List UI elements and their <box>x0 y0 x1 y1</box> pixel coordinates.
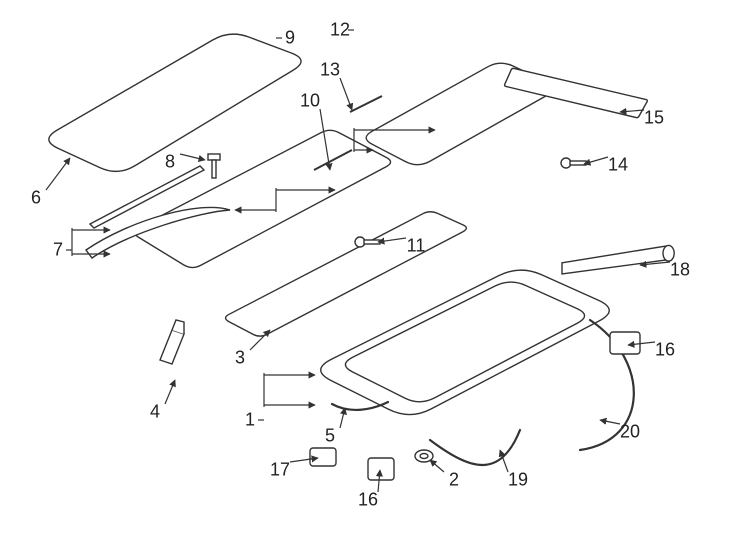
screw-8 <box>208 154 220 160</box>
callout-16b: 16 <box>358 490 378 511</box>
callout-12: 12 <box>330 20 350 41</box>
diagram-svg <box>0 0 734 540</box>
sunshade-18 <box>562 246 667 274</box>
callout-17: 17 <box>270 460 290 481</box>
callout-5: 5 <box>325 426 335 447</box>
parts-layer <box>49 34 674 480</box>
sealant-tube-4 <box>160 330 184 364</box>
callout-6: 6 <box>31 188 41 209</box>
callout-15: 15 <box>644 108 664 129</box>
callout-14: 14 <box>608 155 628 176</box>
callout-3: 3 <box>235 348 245 369</box>
callout-18: 18 <box>670 260 690 281</box>
callout-9: 9 <box>285 28 295 49</box>
motor-16b <box>368 458 394 480</box>
callout-20: 20 <box>620 422 640 443</box>
callout-8: 8 <box>165 152 175 173</box>
rail-strip-13 <box>350 96 382 112</box>
diagram-stage: 123456789101112131415161617181920 <box>0 0 734 540</box>
drain-front-19 <box>430 430 520 465</box>
callout-11: 11 <box>407 236 426 257</box>
callout-16: 16 <box>655 340 675 361</box>
callout-10: 10 <box>300 91 320 112</box>
callout-4: 4 <box>150 402 160 423</box>
callout-2: 2 <box>449 470 459 491</box>
rear-rail-15 <box>505 68 648 117</box>
motor-16a <box>610 332 640 354</box>
module-17 <box>310 448 336 466</box>
callout-1: 1 <box>245 410 255 431</box>
callout-7: 7 <box>53 240 63 261</box>
callout-19: 19 <box>508 470 528 491</box>
frame-1 <box>321 270 609 414</box>
callout-13: 13 <box>320 60 340 81</box>
